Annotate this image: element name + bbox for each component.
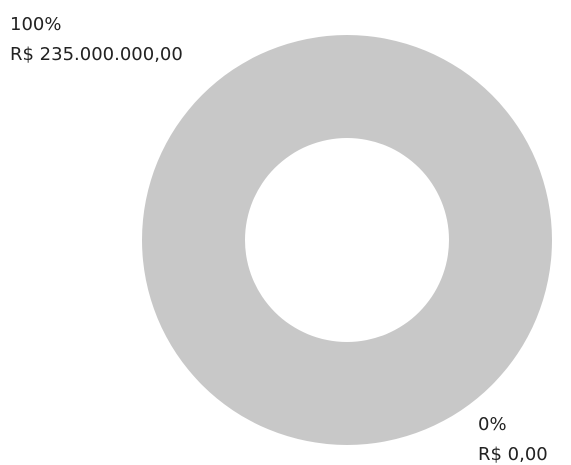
amount-label: R$ 0,00 (478, 444, 548, 465)
percent-label: 0% (478, 414, 507, 435)
slice (142, 35, 552, 445)
percent-label: 100% (10, 14, 61, 35)
amount-label: R$ 235.000.000,00 (10, 44, 183, 65)
